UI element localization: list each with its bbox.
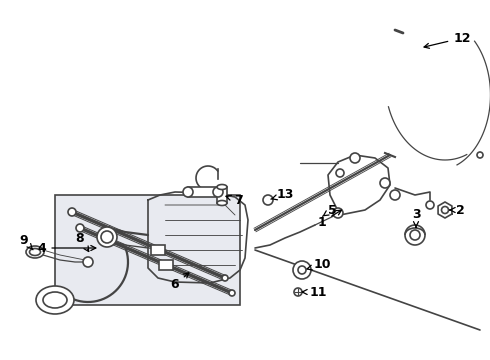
Circle shape bbox=[263, 195, 273, 205]
Circle shape bbox=[101, 231, 113, 243]
Circle shape bbox=[410, 230, 420, 240]
Circle shape bbox=[298, 266, 306, 274]
Text: 7: 7 bbox=[226, 194, 243, 207]
Text: 4: 4 bbox=[38, 242, 96, 255]
Bar bbox=[55, 195, 240, 305]
Circle shape bbox=[441, 207, 448, 213]
Ellipse shape bbox=[29, 248, 41, 256]
Text: 11: 11 bbox=[302, 285, 327, 298]
Circle shape bbox=[293, 261, 311, 279]
Circle shape bbox=[294, 288, 302, 296]
Circle shape bbox=[68, 208, 76, 216]
Circle shape bbox=[83, 257, 93, 267]
Circle shape bbox=[183, 187, 193, 197]
Circle shape bbox=[390, 190, 400, 200]
Text: 12: 12 bbox=[424, 31, 471, 48]
Circle shape bbox=[336, 169, 344, 177]
Text: 2: 2 bbox=[450, 203, 465, 216]
Ellipse shape bbox=[36, 286, 74, 314]
Text: 3: 3 bbox=[412, 208, 420, 227]
Bar bbox=[159, 260, 173, 270]
Circle shape bbox=[333, 208, 343, 218]
Ellipse shape bbox=[217, 184, 227, 189]
Circle shape bbox=[213, 187, 223, 197]
Bar bbox=[217, 187, 227, 203]
Circle shape bbox=[477, 152, 483, 158]
Circle shape bbox=[229, 290, 235, 296]
Bar bbox=[188, 187, 218, 197]
Circle shape bbox=[350, 153, 360, 163]
Ellipse shape bbox=[43, 292, 67, 308]
Ellipse shape bbox=[26, 246, 44, 258]
Circle shape bbox=[76, 224, 84, 232]
Circle shape bbox=[380, 178, 390, 188]
Circle shape bbox=[405, 225, 425, 245]
Text: 9: 9 bbox=[20, 234, 33, 250]
Text: 8: 8 bbox=[75, 231, 89, 252]
Ellipse shape bbox=[217, 201, 227, 206]
Text: 6: 6 bbox=[171, 273, 189, 292]
Circle shape bbox=[97, 227, 117, 247]
Text: 10: 10 bbox=[307, 258, 331, 271]
Text: 5: 5 bbox=[322, 203, 336, 216]
Text: 13: 13 bbox=[271, 189, 294, 202]
Circle shape bbox=[222, 275, 228, 281]
Bar bbox=[151, 245, 165, 255]
Circle shape bbox=[426, 201, 434, 209]
Text: 1: 1 bbox=[318, 210, 342, 229]
